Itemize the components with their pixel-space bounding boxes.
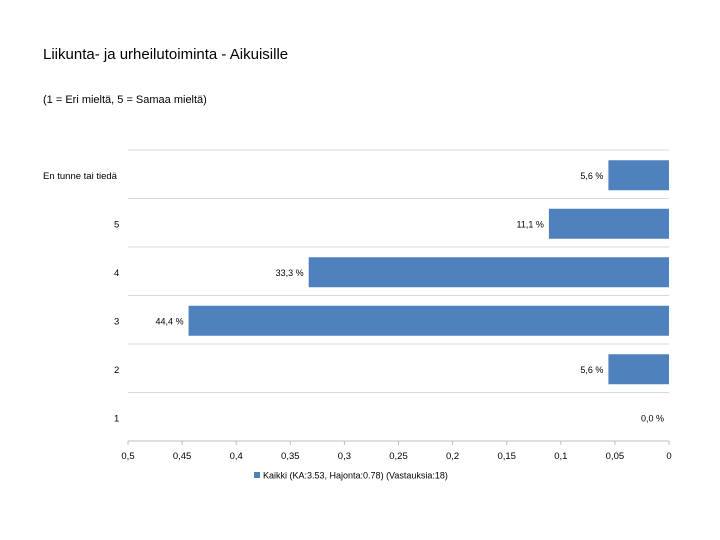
category-label: 3 bbox=[114, 316, 119, 327]
category-label: En tunne tai tiedä bbox=[43, 171, 118, 182]
grid-lines bbox=[128, 149, 669, 442]
bar bbox=[308, 257, 669, 288]
category-label: 2 bbox=[114, 365, 119, 376]
data-label: 5,6 % bbox=[580, 365, 603, 375]
category-label: 1 bbox=[114, 413, 119, 424]
category-label: 4 bbox=[114, 268, 119, 279]
bar bbox=[188, 305, 670, 336]
data-label: 44,4 % bbox=[156, 316, 184, 326]
x-tick-label: 0,25 bbox=[389, 451, 408, 462]
x-tick-label: 0,05 bbox=[606, 451, 625, 462]
data-label: 5,6 % bbox=[580, 171, 603, 181]
x-tick-label: 0,5 bbox=[121, 451, 134, 462]
chart-title: Liikunta- ja urheilutoiminta - Aikuisill… bbox=[43, 46, 289, 63]
legend-label: Kaikki (KA:3.53, Hajonta:0.78) (Vastauks… bbox=[263, 471, 448, 481]
x-tick-label: 0,2 bbox=[446, 451, 459, 462]
data-label: 11,1 % bbox=[517, 219, 544, 229]
data-label: 0,0 % bbox=[641, 413, 664, 423]
legend: Kaikki (KA:3.53, Hajonta:0.78) (Vastauks… bbox=[254, 471, 448, 481]
bar bbox=[548, 208, 669, 239]
chart-subtitle: (1 = Eri mieltä, 5 = Samaa mieltä) bbox=[43, 94, 207, 106]
legend-swatch bbox=[254, 472, 260, 478]
x-tick-label: 0,1 bbox=[554, 451, 567, 462]
x-tick-label: 0,15 bbox=[497, 451, 516, 462]
x-tick-label: 0 bbox=[666, 451, 671, 462]
category-label: 5 bbox=[114, 219, 119, 230]
x-tick-label: 0,3 bbox=[338, 451, 351, 462]
x-axis-ticks: 0,5 0,45 0,4 0,35 0,3 0,25 0,2 0,15 0,1 0,05 0 bbox=[121, 441, 672, 462]
category-labels: En tunne tai tiedä 5 4 3 2 1 bbox=[43, 171, 119, 425]
x-tick-label: 0,35 bbox=[281, 451, 300, 462]
data-labels: 5,6 % 11,1 % 33,3 % 44,4 % 5,6 % 0,0 % bbox=[156, 171, 664, 424]
x-tick-label: 0,4 bbox=[230, 451, 243, 462]
bar bbox=[608, 354, 669, 385]
bars bbox=[188, 160, 670, 385]
bar bbox=[608, 160, 669, 191]
data-label: 33,3 % bbox=[276, 268, 304, 278]
x-tick-label: 0,45 bbox=[173, 451, 192, 462]
